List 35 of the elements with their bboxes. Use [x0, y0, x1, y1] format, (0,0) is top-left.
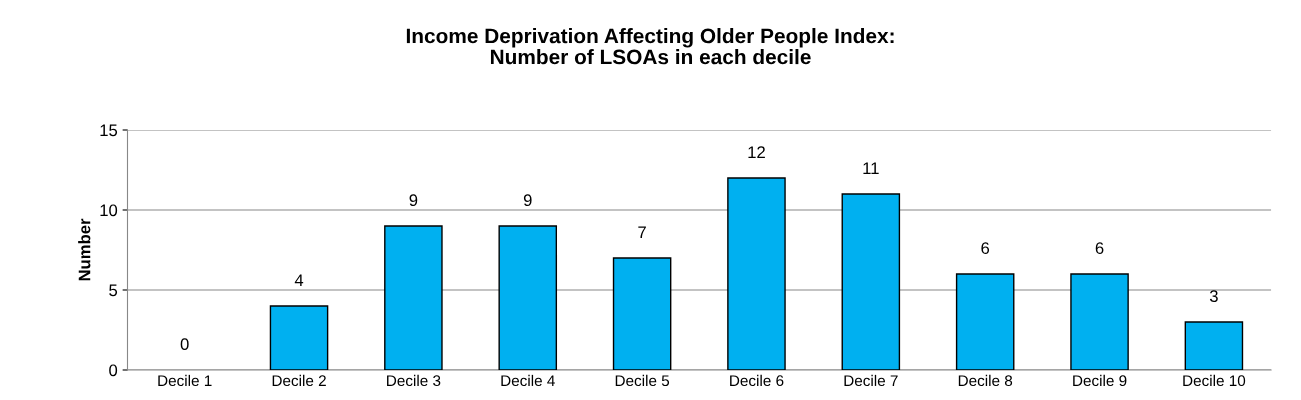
data-label: 11	[863, 162, 879, 174]
bar	[727, 177, 786, 370]
x-tick-label: Decile 9	[1073, 374, 1127, 387]
x-tick-label: Decile 3	[387, 374, 441, 387]
x-tick-label: Decile 8	[958, 374, 1013, 387]
bar	[841, 193, 901, 370]
bar	[612, 257, 672, 370]
data-label: 9	[409, 194, 418, 207]
data-label: 6	[1095, 242, 1104, 255]
bar	[1184, 321, 1244, 370]
x-tick-label: Decile 4	[501, 374, 555, 387]
data-label: 0	[180, 338, 189, 351]
x-tick-label: Decile 10	[1183, 374, 1246, 387]
y-axis-title: Number	[78, 218, 91, 281]
bar	[955, 273, 1015, 370]
x-tick-label: Decile 1	[158, 374, 212, 387]
x-tick-label: Decile 6	[730, 374, 784, 387]
data-label: 4	[294, 274, 304, 286]
bar	[498, 225, 558, 370]
x-tick-label: Decile 2	[272, 374, 326, 387]
x-tick-label: Decile 5	[615, 374, 670, 387]
y-tick-label: 10	[100, 204, 118, 217]
bar	[384, 225, 443, 370]
x-tick-label: Decile 7	[844, 374, 898, 387]
bar	[269, 305, 329, 370]
data-label: 7	[638, 226, 646, 238]
data-label: 12	[748, 146, 765, 158]
bar	[1070, 273, 1129, 370]
y-tick-label: 0	[109, 364, 118, 377]
data-label: 3	[1209, 290, 1218, 303]
y-tick-label: 15	[100, 124, 118, 137]
chart-title: Income Deprivation Affecting Older People Index: Number of LSOAs in each decile	[406, 28, 894, 65]
y-tick-label: 5	[109, 284, 118, 297]
data-label: 9	[523, 194, 532, 207]
data-label: 6	[981, 242, 990, 255]
